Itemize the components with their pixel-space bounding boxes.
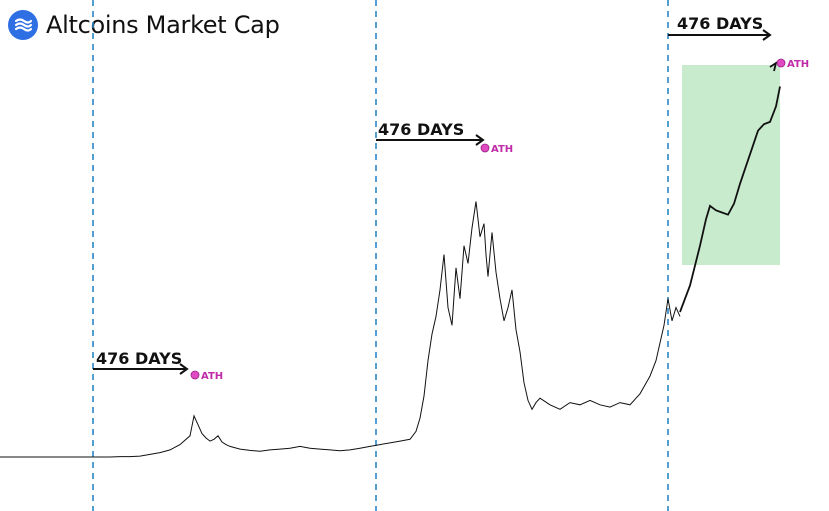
chart-header: Altcoins Market Cap	[8, 8, 280, 42]
days-label-1: 476 DAYS	[96, 349, 182, 368]
price-series-line	[0, 201, 681, 458]
logo-badge	[8, 10, 38, 40]
ath-label-2: ATH	[491, 144, 513, 155]
cycle-arrow-3	[668, 29, 772, 41]
ath-marker-1	[190, 370, 200, 380]
days-label-2: 476 DAYS	[378, 120, 464, 139]
days-label-3: 476 DAYS	[677, 14, 763, 33]
projection-series-line	[679, 86, 781, 313]
cycle-arrow-1	[93, 363, 189, 375]
ath-marker-3	[776, 58, 786, 68]
projection-arrowhead	[769, 60, 778, 72]
ath-label-1: ATH	[201, 371, 223, 382]
ath-label-3: ATH	[787, 59, 809, 70]
projection-zone	[682, 65, 780, 265]
wave-arrow-icon	[8, 10, 38, 40]
chart-title: Altcoins Market Cap	[46, 11, 280, 39]
ath-marker-2	[480, 143, 490, 153]
cycle-arrow-2	[376, 134, 485, 146]
